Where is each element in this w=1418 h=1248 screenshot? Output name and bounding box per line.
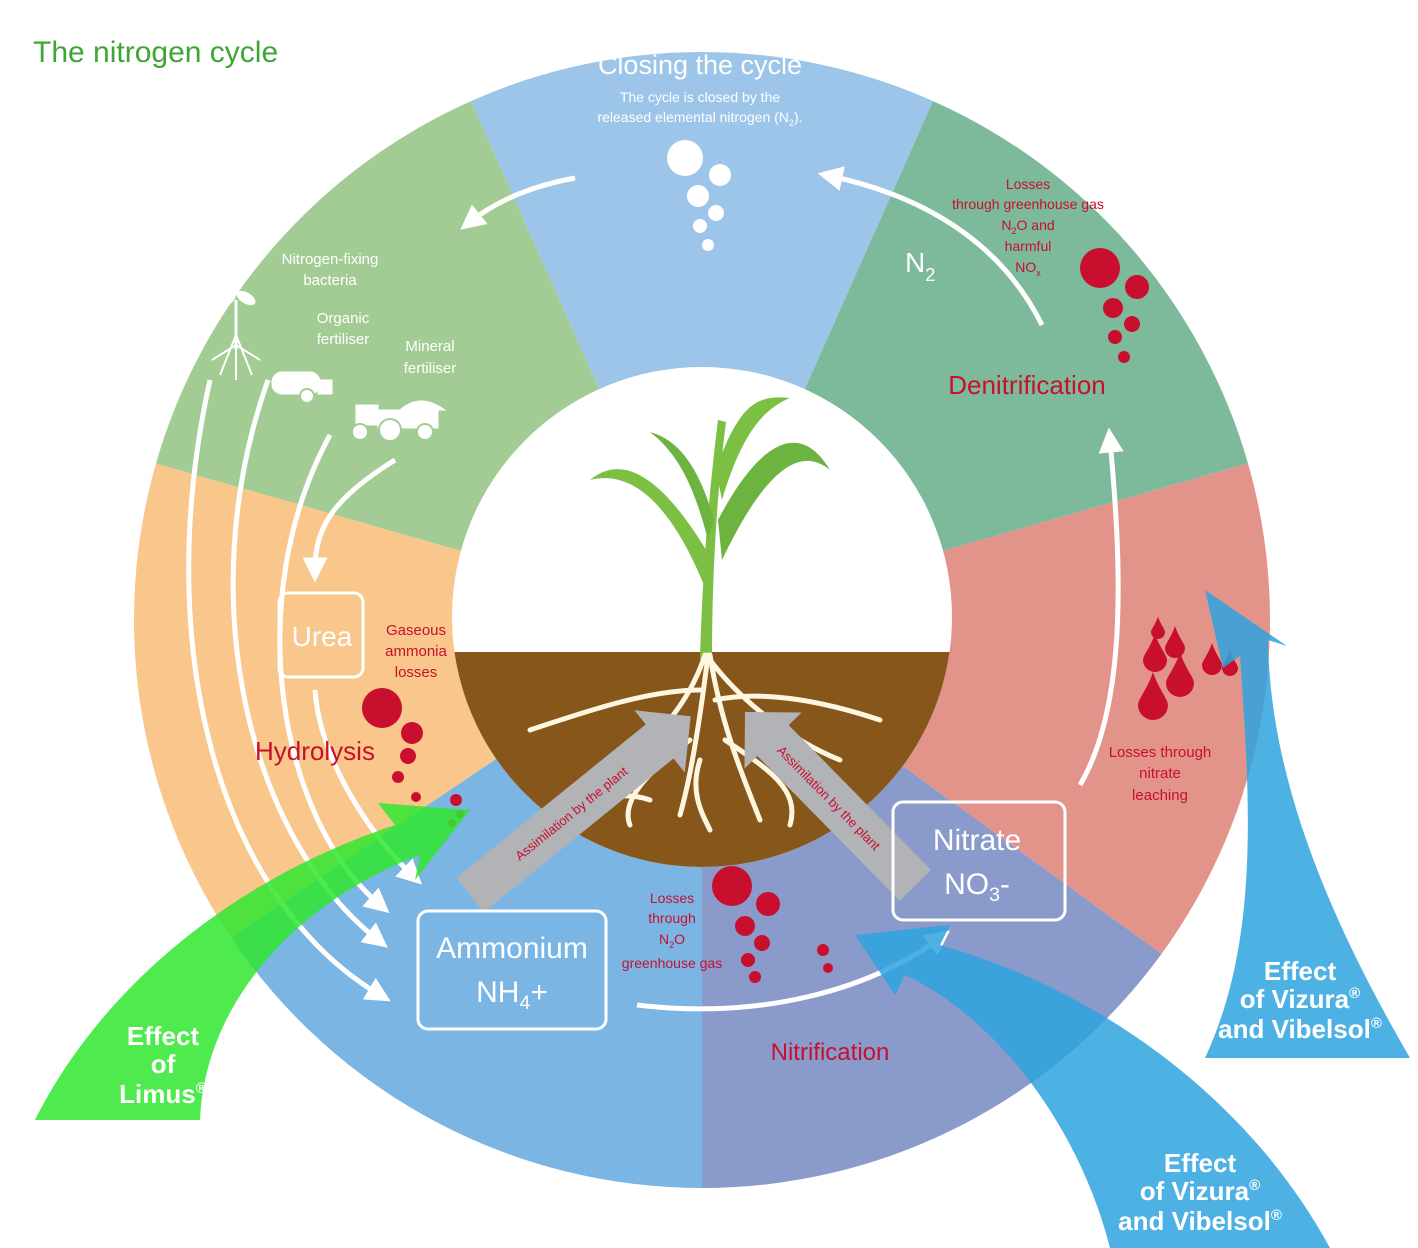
gas-bubble: [709, 164, 731, 186]
loss-bubble: [817, 944, 829, 956]
loss-label: greenhouse gas: [622, 955, 722, 971]
gas-bubble: [702, 239, 714, 251]
loss-label: through: [648, 910, 695, 926]
effect-label: Effect: [1164, 1148, 1237, 1178]
text: +: [530, 976, 548, 1009]
hydrolysis-label: Hydrolysis: [255, 736, 375, 766]
nitrogen-cycle-diagram: Assimilation by the plant Assimilation b…: [0, 0, 1418, 1248]
loss-label: losses: [395, 664, 438, 681]
subscript: 4: [519, 992, 530, 1014]
subscript: x: [1036, 268, 1041, 278]
text: N: [659, 931, 669, 947]
loss-label: nitrate: [1139, 765, 1181, 782]
registered-mark: ®: [1249, 1177, 1260, 1194]
gas-bubble: [693, 219, 707, 233]
text: NO: [944, 868, 989, 901]
input-label: Mineral: [405, 338, 454, 355]
denitrification-label: Denitrification: [948, 370, 1106, 400]
nitrate-label: Nitrate: [933, 824, 1021, 857]
effect-label: Effect: [1264, 956, 1337, 986]
effect-label: and Vibelsol®: [1118, 1206, 1282, 1236]
text: of Vizura: [1140, 1176, 1250, 1206]
input-label: Nitrogen-fixing: [282, 251, 379, 268]
effect-label: Limus®: [119, 1079, 207, 1109]
loss-bubble: [735, 916, 755, 936]
closing-text: Closing the cycle The cycle is closed by…: [597, 50, 802, 128]
text: N: [1001, 217, 1011, 233]
text: O: [674, 931, 685, 947]
loss-bubble: [741, 953, 755, 967]
loss-bubble: [823, 963, 833, 973]
loss-bubble: [749, 971, 761, 983]
loss-bubble: [450, 794, 462, 806]
loss-label: Gaseous: [386, 622, 446, 639]
loss-bubble: [1080, 248, 1120, 288]
text: ).: [794, 109, 803, 125]
loss-bubble: [392, 771, 404, 783]
loss-bubble: [1124, 316, 1140, 332]
text: NO: [1015, 259, 1036, 275]
registered-mark: ®: [1271, 1207, 1282, 1224]
text: NH: [476, 976, 519, 1009]
description: The cycle is closed by the: [620, 89, 781, 105]
text: O and: [1017, 217, 1055, 233]
nitrification-label: Nitrification: [771, 1039, 890, 1066]
text: N: [905, 247, 925, 278]
effect-label: of Vizura®: [1240, 984, 1360, 1014]
ammonium-label: Ammonium: [436, 932, 588, 965]
text: and Vibelsol: [1218, 1014, 1371, 1044]
heading: Closing the cycle: [598, 50, 802, 80]
loss-bubble: [754, 935, 770, 951]
loss-bubble: [1118, 351, 1130, 363]
input-label: fertiliser: [317, 331, 370, 348]
loss-bubble: [1108, 330, 1122, 344]
effect-label: of Vizura®: [1140, 1176, 1260, 1206]
text: of Vizura: [1240, 984, 1350, 1014]
loss-bubble: [401, 722, 423, 744]
input-label: Organic: [317, 310, 370, 327]
gas-bubble: [687, 185, 709, 207]
registered-mark: ®: [1371, 1015, 1382, 1032]
effect-label: and Vibelsol®: [1218, 1014, 1382, 1044]
gas-bubble: [708, 205, 724, 221]
loss-label: Losses through: [1109, 744, 1212, 761]
loss-label: Losses: [1006, 176, 1050, 192]
nitrate-formula: NO3-: [944, 868, 1010, 906]
text: released elemental nitrogen (N: [597, 109, 788, 125]
text: and Vibelsol: [1118, 1206, 1271, 1236]
loss-bubble: [362, 688, 402, 728]
loss-bubble: [1103, 298, 1123, 318]
subscript: 2: [925, 265, 935, 285]
loss-bubble: [712, 866, 752, 906]
input-label: fertiliser: [404, 360, 457, 377]
loss-label: Losses: [650, 890, 694, 906]
loss-label: ammonia: [385, 643, 447, 660]
ammonium-formula: NH4+: [476, 976, 548, 1014]
text: -: [1000, 868, 1010, 901]
registered-mark: ®: [1349, 985, 1360, 1002]
loss-label: leaching: [1132, 787, 1188, 804]
text: of: [151, 1049, 176, 1079]
text: Limus: [119, 1079, 196, 1109]
loss-label: through greenhouse gas: [952, 196, 1104, 212]
loss-label: harmful: [1005, 238, 1052, 254]
subscript: 3: [989, 884, 1000, 906]
registered-mark: ®: [196, 1080, 207, 1097]
effect-label: of: [151, 1049, 176, 1079]
loss-bubble: [400, 748, 416, 764]
loss-bubble: [756, 892, 780, 916]
effect-label: Effect: [127, 1021, 200, 1051]
loss-bubble: [1125, 275, 1149, 299]
urea-label: Urea: [292, 621, 353, 652]
loss-bubble: [411, 792, 421, 802]
input-label: bacteria: [303, 272, 357, 289]
title: The nitrogen cycle: [33, 36, 278, 69]
gas-bubble: [667, 140, 703, 176]
